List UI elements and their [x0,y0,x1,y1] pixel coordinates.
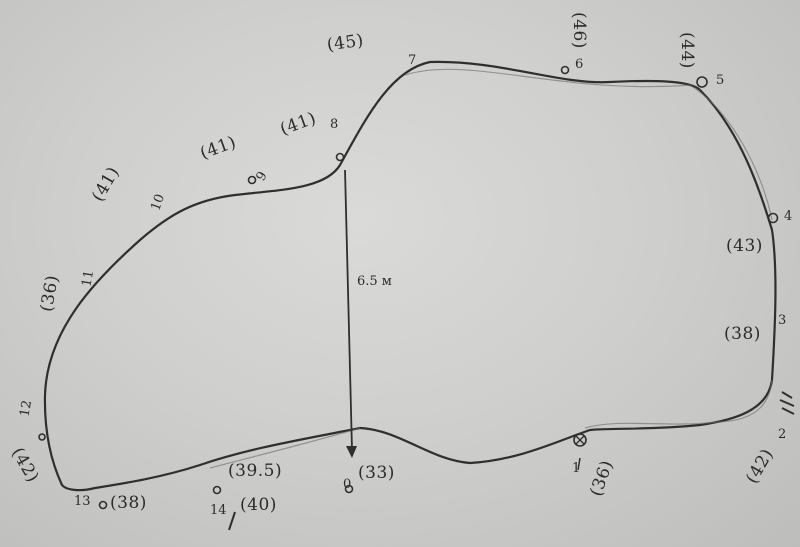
station-marker-5 [696,76,708,88]
station-id-0: 0 [343,477,352,492]
station-id-13: 13 [74,494,91,509]
elevation-label-3b: (38) [110,493,147,513]
elevation-label-14: (39.5) [228,461,283,481]
elevation-label-0: (33) [358,463,395,483]
station-marker-3 [98,500,108,510]
station-id-2: 2 [778,427,787,442]
station-id-14: 14 [210,503,227,518]
station-id-11: 11 [79,269,98,288]
station-marker-9 [247,175,257,185]
measure-arrowhead [346,446,357,458]
station-id-4: 4 [784,209,793,224]
measure-line [344,169,353,451]
station-id-5: 5 [716,73,725,88]
station-marker-14 [212,485,222,495]
station-marker-6 [560,65,570,75]
station-id-12: 12 [17,399,36,418]
station-id-8: 8 [330,117,339,132]
elevation-label-4: (43) [726,236,763,256]
measure-label: 6.5 м [357,274,392,289]
station-id-7: 7 [408,53,417,68]
station-id-1: 1 [572,461,581,476]
station-marker-12 [38,433,46,441]
boundary-outline [43,60,777,492]
station-marker-1 [573,433,587,447]
elevation-label-5: (44) [676,32,697,69]
station-marker-0 [344,484,354,494]
elevation-label-15: (40) [240,495,277,515]
elevation-label-6: (46) [568,12,589,49]
station-id-3: 3 [778,313,787,328]
station-marker-8 [335,152,345,162]
elevation-label-3: (38) [724,324,761,344]
station-id-6: 6 [575,57,584,72]
boundary-trace [209,68,773,469]
station-marker-4 [767,212,779,224]
